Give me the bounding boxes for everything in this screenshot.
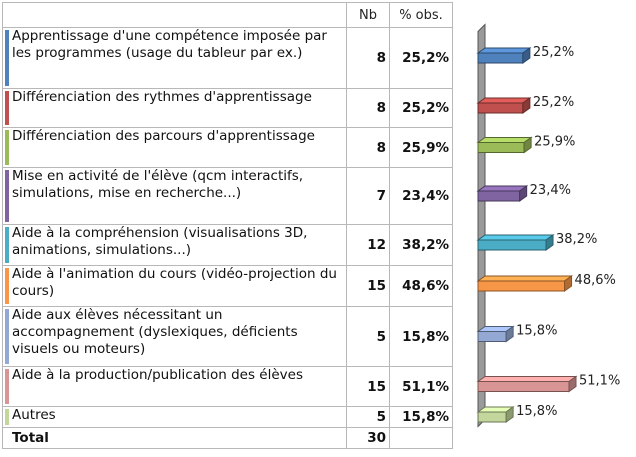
category-color-strip — [5, 268, 9, 304]
bar-side — [522, 47, 531, 64]
table-row: Aide à l'animation du cours (vidéo-proje… — [2, 265, 453, 307]
bar-top — [476, 47, 532, 54]
category-label: Apprentissage d'une compétence imposée p… — [2, 27, 347, 89]
category-text: Aide à la production/publication des élè… — [12, 367, 304, 383]
total-label: Total — [2, 427, 347, 449]
bar-side — [523, 136, 532, 154]
percent-cell: 51,1% — [389, 366, 453, 407]
bar — [477, 102, 524, 114]
category-color-strip — [5, 369, 9, 404]
table-row: Apprentissage d'une compétence imposée p… — [2, 27, 453, 89]
bar-group: 15,8% — [476, 404, 557, 423]
bar-side — [568, 375, 577, 393]
bar — [477, 280, 566, 292]
bar-top — [476, 234, 555, 241]
category-label: Mise en activité de l'élève (qcm interac… — [2, 167, 347, 225]
bar-value-label: 51,1% — [579, 374, 620, 389]
bar — [477, 52, 524, 64]
category-color-strip — [5, 30, 9, 86]
category-label: Aide à la production/publication des élè… — [2, 366, 347, 407]
category-label: Différenciation des parcours d'apprentis… — [2, 127, 347, 168]
bar-group: 15,8% — [476, 324, 557, 343]
bar-side — [545, 234, 554, 251]
table-row: Différenciation des parcours d'apprentis… — [2, 127, 453, 168]
bar — [477, 190, 521, 202]
bar-group: 25,2% — [476, 95, 574, 114]
table-row: Autres 5 15,8% — [2, 406, 453, 428]
table-row: Aide aux élèves nécessitant un accompagn… — [2, 306, 453, 367]
bar-top — [476, 376, 578, 382]
bar-group: 23,4% — [476, 183, 571, 202]
category-text: Apprentissage d'une compétence imposée p… — [12, 28, 327, 61]
bar-value-label: 15,8% — [516, 404, 557, 419]
bar-group: 48,6% — [476, 273, 616, 292]
category-text: Mise en activité de l'élève (qcm interac… — [12, 168, 304, 201]
percent-cell: 25,2% — [389, 27, 453, 89]
bar-group: 51,1% — [476, 374, 620, 393]
bar-group: 25,2% — [476, 45, 574, 64]
category-label: Différenciation des rythmes d'apprentiss… — [2, 88, 347, 128]
bar-group: 25,9% — [476, 135, 575, 154]
count-cell: 15 — [346, 366, 390, 407]
bar-side — [505, 325, 514, 343]
percent-cell: 15,8% — [389, 306, 453, 367]
axis-wall-face — [477, 23, 486, 428]
bar — [477, 411, 507, 423]
bar-top — [476, 97, 532, 104]
percent-cell: 38,2% — [389, 224, 453, 266]
count-cell: 8 — [346, 88, 390, 128]
category-text: Aide aux élèves nécessitant un accompagn… — [12, 307, 298, 357]
category-text: Différenciation des parcours d'apprentis… — [12, 128, 315, 144]
bar-group: 38,2% — [476, 232, 597, 251]
total-row: Total 30 — [2, 427, 453, 449]
category-text: Aide à la compréhension (visualisations … — [12, 225, 308, 258]
bar-side — [519, 185, 528, 202]
percent-cell: 25,9% — [389, 127, 453, 168]
bar — [477, 239, 547, 251]
bar-value-label: 15,8% — [516, 324, 557, 339]
percent-cell: 23,4% — [389, 167, 453, 225]
total-pct — [389, 427, 453, 449]
category-color-strip — [5, 227, 9, 263]
category-text: Différenciation des rythmes d'apprentiss… — [12, 89, 312, 105]
bar-side — [522, 97, 531, 114]
bar — [477, 381, 570, 392]
table-row: Mise en activité de l'élève (qcm interac… — [2, 167, 453, 225]
category-color-strip — [5, 91, 9, 125]
category-color-strip — [5, 130, 9, 165]
bar-value-label: 25,2% — [533, 95, 574, 110]
survey-table: Nb % obs. Apprentissage d'une compétence… — [2, 2, 453, 449]
bar-value-label: 25,9% — [534, 135, 575, 150]
bar — [477, 331, 507, 342]
table-row: Aide à la compréhension (visualisations … — [2, 224, 453, 266]
bar — [477, 142, 525, 153]
bar-side — [505, 406, 514, 423]
category-color-strip — [5, 170, 9, 222]
bar-value-label: 38,2% — [556, 232, 597, 247]
bar-side — [564, 275, 573, 292]
table-row: Différenciation des rythmes d'apprentiss… — [2, 88, 453, 128]
bar-top — [476, 137, 533, 143]
table-row: Aide à la production/publication des élè… — [2, 366, 453, 407]
category-text: Aide à l'animation du cours (vidéo-proje… — [12, 266, 337, 299]
count-cell: 15 — [346, 265, 390, 307]
category-label: Aide aux élèves nécessitant un accompagn… — [2, 306, 347, 367]
bar-value-label: 23,4% — [530, 183, 571, 198]
category-label: Aide à la compréhension (visualisations … — [2, 224, 347, 266]
category-color-strip — [5, 409, 9, 425]
bar-top — [476, 275, 574, 282]
bar-top — [476, 185, 529, 192]
count-cell: 7 — [346, 167, 390, 225]
count-cell: 8 — [346, 27, 390, 89]
bar-value-label: 48,6% — [575, 273, 616, 288]
bar-value-label: 25,2% — [533, 45, 574, 60]
axis-wall — [477, 23, 486, 428]
category-text: Autres — [12, 407, 56, 423]
category-color-strip — [5, 309, 9, 364]
